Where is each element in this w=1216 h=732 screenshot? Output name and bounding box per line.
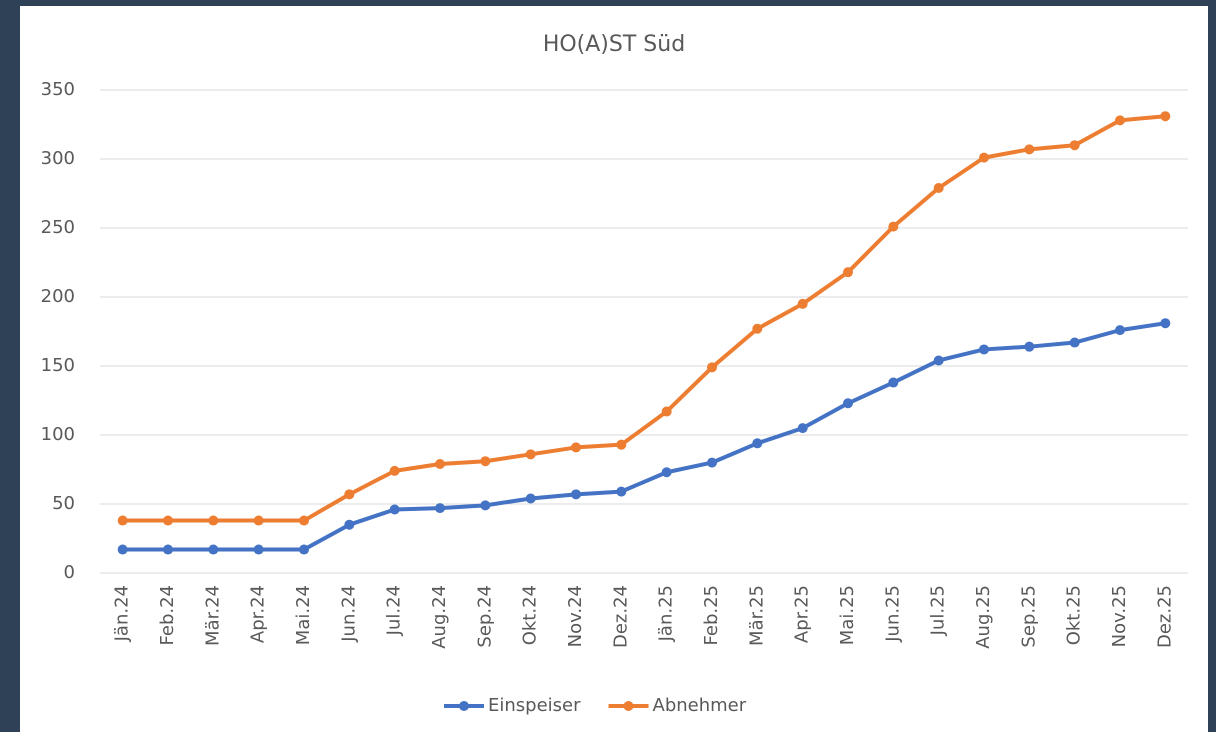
data-point: [208, 515, 219, 526]
data-point: [253, 515, 264, 526]
data-point: [435, 503, 445, 514]
data-point: [299, 515, 309, 526]
series-line: [122, 114, 1166, 523]
data-point: [389, 504, 400, 515]
x-tick-label: Jän.24: [112, 585, 133, 642]
x-tick-label: Jän.25: [656, 585, 677, 642]
chart-title: HO(A)ST Süd: [543, 32, 685, 57]
data-point: [933, 355, 944, 366]
x-tick-label: Jul.24: [384, 585, 405, 636]
x-tick-label: Nov.24: [565, 585, 586, 647]
y-tick-label: 50: [52, 493, 75, 514]
data-point: [752, 438, 763, 449]
data-point: [1160, 318, 1171, 329]
x-tick-label: Nov.25: [1109, 585, 1130, 647]
y-tick-label: 350: [41, 79, 75, 100]
data-point: [480, 456, 491, 467]
x-tick-label: Jun.25: [882, 585, 903, 643]
data-point: [299, 544, 309, 555]
data-point: [797, 298, 808, 309]
y-tick-label: 200: [41, 286, 75, 307]
data-point: [707, 362, 717, 373]
x-tick-label: Mai.24: [293, 585, 314, 645]
data-point: [117, 515, 128, 526]
x-tick-label: Dez.24: [610, 585, 631, 648]
x-tick-label: Mär.25: [746, 585, 767, 646]
data-point: [752, 323, 763, 334]
data-point: [661, 406, 672, 417]
y-tick-label: 250: [41, 217, 75, 238]
data-point: [707, 457, 717, 468]
data-point: [933, 182, 944, 193]
data-point: [571, 489, 581, 500]
chart-area: [20, 6, 1208, 732]
data-point: [571, 442, 581, 453]
data-point: [843, 398, 853, 409]
y-tick-label: 150: [41, 355, 75, 376]
x-tick-label: Jun.24: [338, 585, 359, 643]
data-point: [1069, 140, 1080, 151]
x-tick-label: Sep.24: [474, 585, 495, 648]
data-point: [163, 544, 173, 555]
data-point: [979, 344, 989, 355]
legend-marker: [459, 701, 469, 711]
data-point: [888, 221, 899, 232]
x-tick-label: Aug.24: [429, 585, 450, 649]
data-point: [344, 489, 355, 500]
data-point: [979, 152, 989, 163]
data-point: [1115, 115, 1125, 126]
data-point: [1160, 111, 1171, 122]
x-tick-label: Mär.24: [202, 585, 223, 646]
data-point: [1024, 341, 1035, 352]
x-tick-label: Feb.24: [157, 585, 178, 646]
x-tick-label: Feb.25: [701, 585, 722, 646]
legend-label: Einspeiser: [488, 695, 581, 716]
data-point: [344, 519, 355, 530]
data-point: [117, 544, 128, 555]
x-tick-label: Apr.24: [248, 585, 269, 643]
data-point: [843, 267, 853, 278]
y-tick-label: 0: [64, 562, 75, 583]
x-tick-label: Sep.25: [1018, 585, 1039, 648]
data-point: [253, 544, 264, 555]
data-point: [525, 493, 536, 504]
data-point: [389, 465, 400, 476]
data-point: [661, 467, 672, 478]
data-point: [480, 500, 491, 511]
data-point: [797, 423, 808, 434]
data-point: [163, 515, 173, 526]
x-tick-label: Okt.25: [1064, 585, 1085, 645]
x-tick-label: Okt.24: [520, 585, 541, 645]
legend-label: Abnehmer: [653, 695, 747, 716]
series-line: [122, 321, 1166, 552]
data-point: [616, 439, 627, 450]
legend-marker: [623, 701, 634, 711]
x-tick-label: Dez.25: [1154, 585, 1175, 648]
y-tick-label: 100: [41, 424, 75, 445]
data-point: [1069, 337, 1080, 348]
data-point: [616, 486, 627, 497]
data-point: [525, 449, 536, 460]
data-point: [435, 458, 445, 469]
y-tick-label: 300: [41, 148, 75, 169]
x-tick-label: Mai.25: [837, 585, 858, 645]
data-point: [1115, 325, 1125, 336]
data-point: [208, 544, 219, 555]
data-point: [1024, 144, 1035, 155]
x-tick-label: Aug.25: [973, 585, 994, 649]
x-tick-label: Jul.25: [928, 585, 949, 636]
x-tick-label: Apr.25: [792, 585, 813, 643]
data-point: [888, 377, 899, 388]
